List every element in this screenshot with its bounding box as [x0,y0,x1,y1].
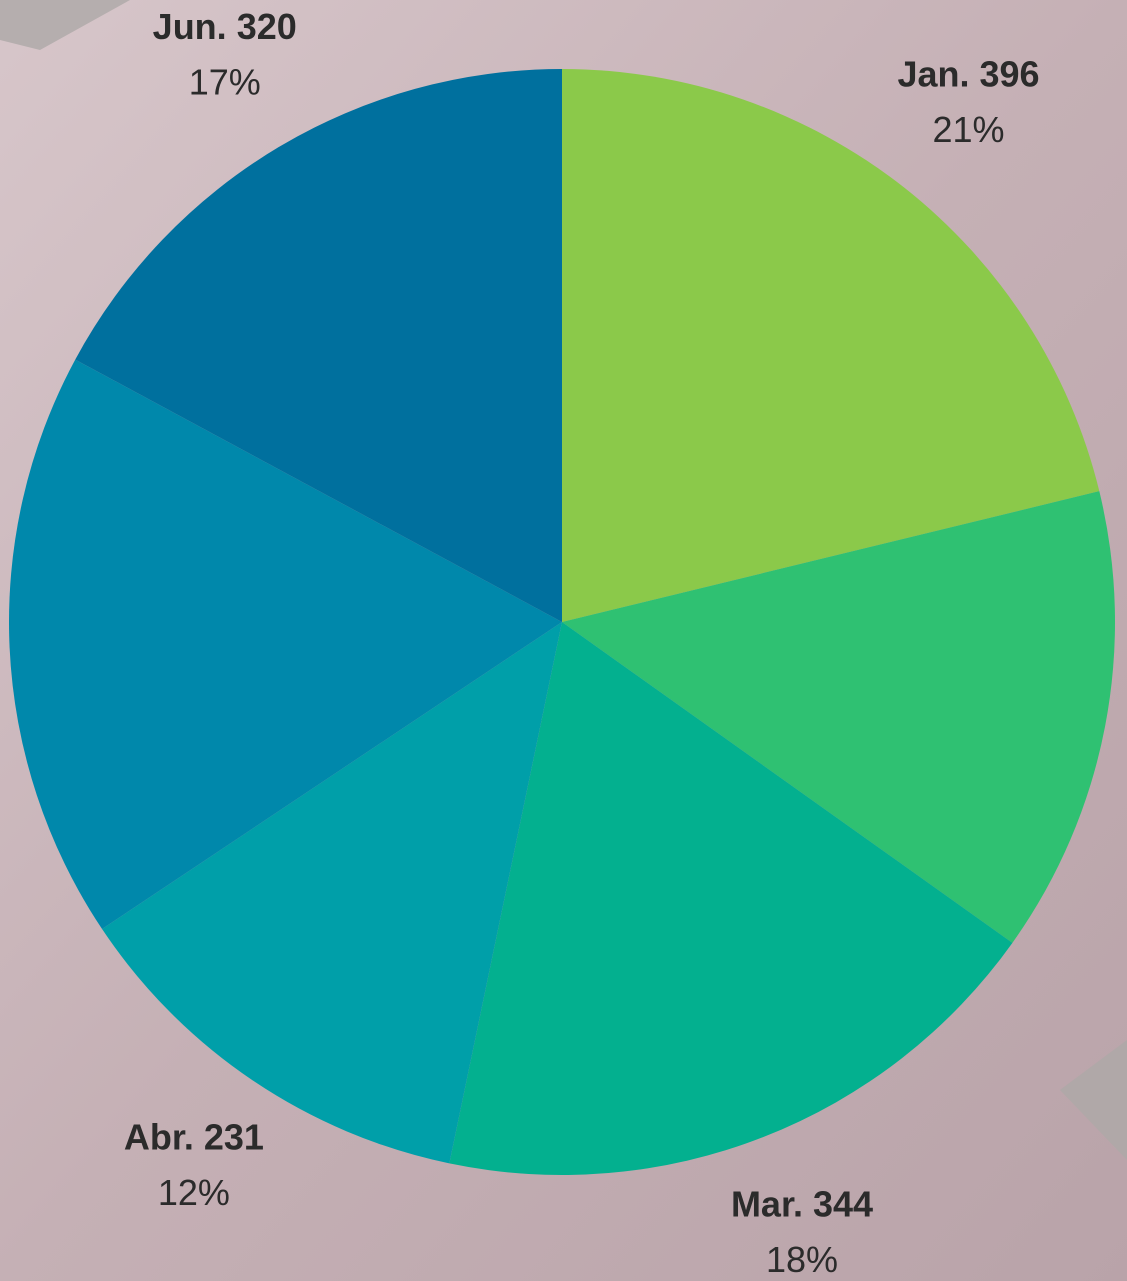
percent-label: 12% [158,1172,230,1213]
slice-label: Jan. 396 [897,53,1039,94]
percent-label: 18% [766,1239,838,1280]
category-label: Mar. [731,1183,803,1224]
category-label: Jun. [153,6,227,47]
category-label: Jan. [897,53,969,94]
slice-label: Abr. 231 [124,1116,264,1157]
pie-slice [562,69,1100,622]
percent-label: 21% [933,109,1005,150]
value-label: 231 [194,1116,264,1157]
value-label: 396 [970,53,1040,94]
pie-slice [562,491,1116,943]
slice-label: Mar. 344 [731,1183,873,1224]
category-label: Abr. [124,1116,194,1157]
pie-slice [449,622,1013,1175]
value-label: 320 [227,6,297,47]
decoration [0,0,130,50]
pie-slice [75,69,562,622]
percent-label: 17% [189,62,261,103]
pie-slice [102,622,562,1164]
decoration [1060,1040,1127,1160]
value-label: 344 [803,1183,873,1224]
slice-label: Jun. 320 [153,6,297,47]
pie-slice [9,359,563,930]
